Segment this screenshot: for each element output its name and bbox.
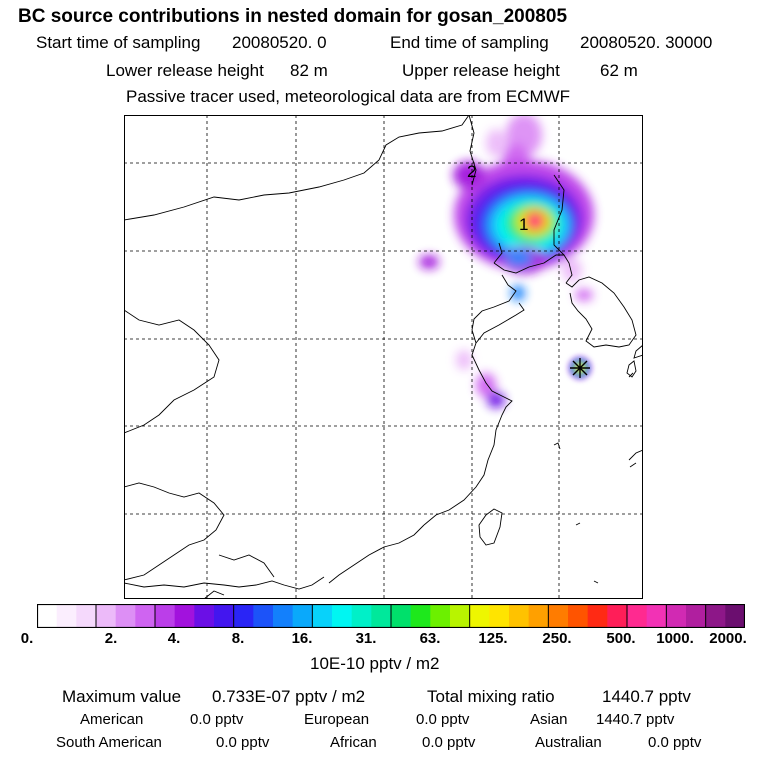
colorbar-cell (469, 604, 490, 628)
region-value-asian: 1440.7 pptv (596, 711, 675, 728)
colorbar-cell (96, 604, 117, 628)
region-name-african: African (330, 734, 377, 751)
colorbar-cell (725, 604, 745, 628)
concentration-field (419, 115, 594, 408)
colorbar-unit-label: 10E-10 pptv / m2 (310, 654, 440, 673)
colorbar-cell (273, 604, 294, 628)
tick-label: 8. (231, 630, 245, 647)
colorbar-cell (627, 604, 648, 628)
colorbar-cell (351, 604, 372, 628)
colorbar-cell (194, 604, 215, 628)
region-name-american: American (80, 711, 144, 728)
start-time-label: Start time of sampling (36, 33, 201, 52)
end-time-value: 20080520. 30000 (580, 33, 713, 52)
region-value-australian: 0.0 pptv (648, 734, 702, 751)
colorbar-cell (666, 604, 687, 628)
colorbar-cell (607, 604, 628, 628)
figure-title: BC source contributions in nested domain… (18, 6, 568, 27)
region-name-asian: Asian (530, 711, 568, 728)
tick-label: 16. (291, 630, 313, 647)
tick-label: 63. (419, 630, 441, 647)
colorbar-cell (253, 604, 274, 628)
region-value-south-american: 0.0 pptv (216, 734, 270, 751)
colorbar-cell (568, 604, 589, 628)
total-mixing-label: Total mixing ratio (427, 687, 555, 706)
colorbar-cell (509, 604, 530, 628)
colorbar-cell (37, 604, 58, 628)
region-value-african: 0.0 pptv (422, 734, 476, 751)
lat-lon-grid (124, 115, 643, 599)
tick-label: 31. (355, 630, 377, 647)
tick-label: 125. (478, 630, 508, 647)
tick-label: 1000. (656, 630, 694, 647)
colorbar-cell (705, 604, 726, 628)
colorbar-cell (174, 604, 195, 628)
tick-label: 2. (104, 630, 118, 647)
colorbar-cell (115, 604, 136, 628)
colorbar-cell (214, 604, 235, 628)
max-value-label: Maximum value (62, 687, 182, 706)
colorbar-cell (135, 604, 156, 628)
region-name-australian: Australian (535, 734, 602, 751)
lower-release-value: 82 m (290, 61, 328, 80)
colorbar-cell (391, 604, 412, 628)
colorbar-cell (312, 604, 333, 628)
source-marker-1: 1 (519, 215, 528, 234)
colorbar-cell (371, 604, 392, 628)
colorbar-cell (410, 604, 431, 628)
total-mixing-value: 1440.7 pptv (602, 687, 691, 706)
colorbar-cell (155, 604, 176, 628)
tick-label: 500. (606, 630, 636, 647)
start-time-value: 20080520. 0 (232, 33, 327, 52)
colorbar-cell (292, 604, 313, 628)
colorbar-cell (548, 604, 569, 628)
source-marker-2: 2 (467, 162, 476, 181)
tick-label: 4. (167, 630, 181, 647)
colorbar-cell (332, 604, 353, 628)
upper-release-value: 62 m (600, 61, 638, 80)
region-name-south-american: South American (56, 734, 162, 751)
tick-label: 0. (20, 630, 34, 647)
colorbar-cell (489, 604, 510, 628)
colorbar-cell (587, 604, 608, 628)
colorbar-cell (233, 604, 254, 628)
end-time-label: End time of sampling (390, 33, 549, 52)
region-value-european: 0.0 pptv (416, 711, 470, 728)
colorbar-cell (56, 604, 77, 628)
source-contribution-map: 1 2 (124, 115, 643, 599)
tick-label: 250. (542, 630, 572, 647)
lower-release-label: Lower release height (106, 61, 264, 80)
colorbar (37, 604, 745, 628)
colorbar-cell (646, 604, 667, 628)
region-value-american: 0.0 pptv (190, 711, 244, 728)
colorbar-cell (686, 604, 707, 628)
star-marker-icon (570, 358, 590, 378)
tracer-note: Passive tracer used, meteorological data… (126, 87, 571, 106)
max-value: 0.733E-07 pptv / m2 (212, 687, 366, 706)
tick-label: 2000. (709, 630, 747, 647)
upper-release-label: Upper release height (402, 61, 560, 80)
colorbar-cell (528, 604, 549, 628)
colorbar-cell (450, 604, 471, 628)
colorbar-cell (430, 604, 451, 628)
colorbar-cell (76, 604, 97, 628)
colorbar-tick-labels: 0. 2. 4. 8. 16. 31. 63. 125. 250. 500. 1… (0, 630, 768, 654)
coastlines (124, 115, 643, 599)
region-name-european: European (304, 711, 370, 728)
